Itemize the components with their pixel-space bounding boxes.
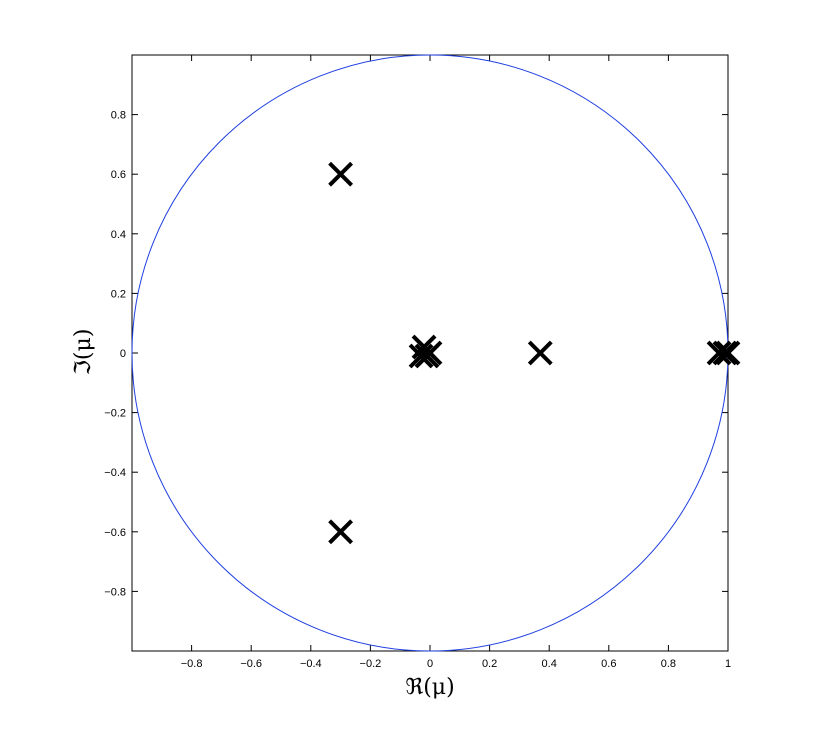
x-tick-label: 1 (725, 658, 731, 670)
data-point-x-marker (706, 340, 732, 366)
x-ticks: −0.8 −0.6 −0.4 −0.2 0 0.2 0.4 0.6 0.8 1 (181, 55, 731, 670)
y-ticks: 0.8 0.6 0.4 0.2 0 −0.2 −0.4 −0.6 −0.8 (104, 110, 728, 598)
data-point-x-marker (712, 340, 738, 366)
y-tick-label: 0.8 (111, 110, 126, 122)
y-tick-label: −0.6 (104, 527, 126, 539)
y-tick-label: 0.2 (111, 288, 126, 300)
y-tick-label: 0.4 (111, 229, 126, 241)
x-tick-label: −0.8 (181, 658, 203, 670)
data-point-x-marker (328, 519, 354, 545)
x-tick-label: −0.2 (360, 658, 382, 670)
data-point-x-marker (417, 340, 443, 366)
y-tick-label: −0.4 (104, 467, 126, 479)
y-tick-label: −0.2 (104, 408, 126, 420)
y-tick-label: 0 (120, 348, 126, 360)
x-tick-label: 0.8 (661, 658, 676, 670)
y-tick-label: 0.6 (111, 169, 126, 181)
data-point-x-marker (715, 340, 741, 366)
x-tick-label: 0.2 (482, 658, 497, 670)
data-point-x-marker (328, 161, 354, 187)
x-tick-label: −0.4 (300, 658, 322, 670)
y-axis-label: ℑ(μ) (71, 329, 96, 376)
x-tick-label: 0.4 (542, 658, 557, 670)
x-tick-label: 0 (427, 658, 433, 670)
x-axis-label: ℜ(μ) (405, 675, 454, 700)
x-tick-label: 0.6 (601, 658, 616, 670)
x-tick-label: −0.6 (240, 658, 262, 670)
y-tick-label: −0.8 (104, 586, 126, 598)
data-point-x-marker (527, 340, 553, 366)
points-layer (328, 161, 741, 545)
